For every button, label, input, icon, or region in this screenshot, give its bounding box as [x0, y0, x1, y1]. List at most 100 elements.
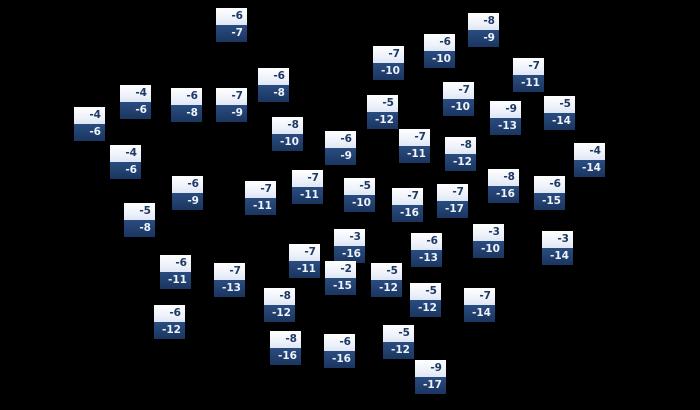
data-label-cell: -8 -16 [270, 331, 301, 365]
cell-lower-value: -6 [110, 162, 141, 179]
cell-upper-value: -5 [383, 325, 414, 342]
data-label-cell: -7 -16 [392, 188, 423, 222]
cell-lower-value: -12 [383, 342, 414, 359]
cell-upper-value: -7 [464, 288, 495, 305]
cell-upper-value: -4 [574, 143, 605, 160]
data-label-cell: -5 -12 [410, 283, 441, 317]
cell-lower-value: -11 [160, 272, 191, 289]
data-label-cell: -6 -9 [172, 176, 203, 210]
cell-lower-value: -8 [124, 220, 155, 237]
data-label-cell: -9 -13 [490, 101, 521, 135]
cell-upper-value: -7 [373, 46, 404, 63]
data-label-cell: -6 -8 [171, 88, 202, 122]
data-label-cell: -3 -14 [542, 231, 573, 265]
data-label-cell: -7 -10 [443, 82, 474, 116]
data-label-cell: -3 -10 [473, 224, 504, 258]
data-label-cell: -6 -9 [325, 131, 356, 165]
cell-upper-value: -3 [473, 224, 504, 241]
cell-lower-value: -16 [488, 186, 519, 203]
cell-upper-value: -9 [490, 101, 521, 118]
cell-upper-value: -8 [264, 288, 295, 305]
cell-upper-value: -8 [272, 117, 303, 134]
cell-upper-value: -7 [214, 263, 245, 280]
data-label-cell: -4 -14 [574, 143, 605, 177]
data-label-cell: -7 -14 [464, 288, 495, 322]
cell-upper-value: -6 [424, 34, 455, 51]
cell-lower-value: -14 [574, 160, 605, 177]
data-label-cell: -8 -16 [488, 169, 519, 203]
cell-upper-value: -5 [544, 96, 575, 113]
cell-lower-value: -11 [292, 187, 323, 204]
data-label-cell: -5 -14 [544, 96, 575, 130]
data-label-cell: -7 -11 [289, 244, 320, 278]
cell-upper-value: -6 [324, 334, 355, 351]
data-label-cell: -6 -8 [258, 68, 289, 102]
cell-upper-value: -6 [171, 88, 202, 105]
cell-lower-value: -6 [120, 102, 151, 119]
cell-lower-value: -9 [468, 30, 499, 47]
cell-upper-value: -3 [334, 229, 365, 246]
cell-upper-value: -7 [399, 129, 430, 146]
cell-lower-value: -12 [445, 154, 476, 171]
cell-upper-value: -8 [488, 169, 519, 186]
cell-upper-value: -7 [292, 170, 323, 187]
cell-lower-value: -9 [216, 105, 247, 122]
data-label-cell: -7 -11 [245, 181, 276, 215]
data-label-cell: -8 -10 [272, 117, 303, 151]
data-label-cell: -5 -12 [371, 263, 402, 297]
data-label-cell: -2 -15 [325, 261, 356, 295]
cell-upper-value: -7 [289, 244, 320, 261]
cell-lower-value: -10 [344, 195, 375, 212]
data-label-cell: -7 -11 [513, 58, 544, 92]
cell-lower-value: -12 [367, 112, 398, 129]
cell-lower-value: -10 [443, 99, 474, 116]
cell-upper-value: -7 [513, 58, 544, 75]
cell-lower-value: -11 [245, 198, 276, 215]
cell-upper-value: -5 [367, 95, 398, 112]
cell-lower-value: -11 [513, 75, 544, 92]
data-label-cell: -7 -11 [292, 170, 323, 204]
data-label-cell: -8 -9 [468, 13, 499, 47]
cell-lower-value: -17 [415, 377, 446, 394]
cell-lower-value: -10 [424, 51, 455, 68]
cell-lower-value: -16 [324, 351, 355, 368]
cell-upper-value: -7 [245, 181, 276, 198]
cell-lower-value: -13 [214, 280, 245, 297]
cell-upper-value: -6 [258, 68, 289, 85]
cell-lower-value: -11 [399, 146, 430, 163]
data-label-cell: -4 -6 [74, 107, 105, 141]
data-label-cell: -6 -10 [424, 34, 455, 68]
data-label-cell: -7 -9 [216, 88, 247, 122]
cell-lower-value: -15 [325, 278, 356, 295]
cell-upper-value: -8 [445, 137, 476, 154]
data-label-cell: -7 -13 [214, 263, 245, 297]
data-label-cell: -5 -8 [124, 203, 155, 237]
cell-upper-value: -3 [542, 231, 573, 248]
cell-lower-value: -14 [542, 248, 573, 265]
cell-lower-value: -16 [270, 348, 301, 365]
data-label-cell: -6 -11 [160, 255, 191, 289]
cell-upper-value: -4 [74, 107, 105, 124]
cell-upper-value: -6 [534, 176, 565, 193]
data-label-cell: -3 -16 [334, 229, 365, 263]
cell-upper-value: -6 [160, 255, 191, 272]
data-label-cell: -7 -11 [399, 129, 430, 163]
cell-lower-value: -16 [334, 246, 365, 263]
cell-upper-value: -9 [415, 360, 446, 377]
cell-lower-value: -10 [473, 241, 504, 258]
cell-upper-value: -4 [110, 145, 141, 162]
cell-upper-value: -5 [124, 203, 155, 220]
cell-lower-value: -9 [172, 193, 203, 210]
cell-lower-value: -9 [325, 148, 356, 165]
cell-lower-value: -14 [544, 113, 575, 130]
cell-upper-value: -5 [410, 283, 441, 300]
cell-lower-value: -6 [74, 124, 105, 141]
data-label-cell: -4 -6 [110, 145, 141, 179]
cell-lower-value: -12 [154, 322, 185, 339]
cell-upper-value: -8 [270, 331, 301, 348]
cell-upper-value: -5 [344, 178, 375, 195]
data-label-cell: -6 -12 [154, 305, 185, 339]
cell-lower-value: -13 [411, 250, 442, 267]
cell-lower-value: -7 [216, 25, 247, 42]
